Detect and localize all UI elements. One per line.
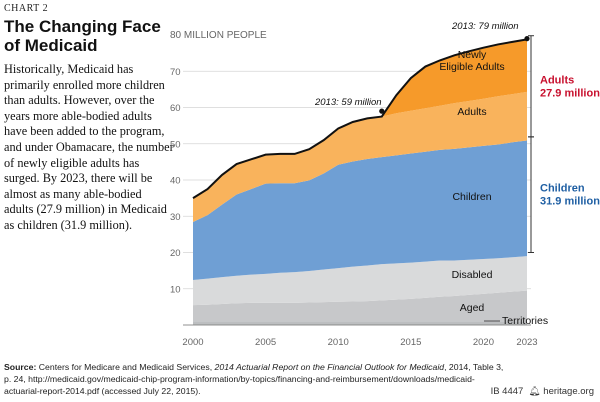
x-tick-label: 2020 <box>473 337 494 348</box>
annotation-dot <box>524 36 530 42</box>
newly-eligible-area <box>193 39 527 199</box>
y-tick-labels: 10 20 30 40 50 60 70 <box>170 67 181 296</box>
area-label: Newly Eligible Adults <box>439 49 504 73</box>
y-tick-label: 50 <box>170 139 181 150</box>
area-label: Disabled <box>452 269 493 281</box>
y-tick-label: 60 <box>170 103 181 114</box>
x-tick-label: 2000 <box>182 337 203 348</box>
source-text-a: Centers for Medicare and Medicaid Servic… <box>38 362 215 372</box>
area-label: Children <box>452 191 491 203</box>
area-label: Adults <box>457 106 486 118</box>
chart-description: Historically, Medicaid has primarily enr… <box>4 62 174 232</box>
adults-area <box>193 91 527 223</box>
source-text-b: , 2014, Table 3, p. 24, http://medicaid.… <box>4 362 504 396</box>
chart-label: CHART 2 <box>4 3 49 14</box>
bracket-label: Children <box>540 183 585 195</box>
chart-title: The Changing Face of Medicaid <box>4 17 161 55</box>
bracket-value: 31.9 million <box>540 196 600 208</box>
x-tick-labels: 2000 2005 2010 2015 2020 2023 <box>182 337 537 348</box>
annotation-2013-59: 2013: 59 million <box>314 97 382 108</box>
x-tick-label: 2015 <box>400 337 421 348</box>
y-unit-label: 80 MILLION PEOPLE <box>170 30 267 41</box>
aged-area <box>193 290 527 322</box>
y-tick-label: 70 <box>170 67 181 78</box>
site-name: heritage.org <box>543 386 594 397</box>
x-tick-label: 2023 <box>516 337 537 348</box>
source-label: Source: <box>4 362 37 372</box>
x-tick-label: 2005 <box>255 337 276 348</box>
source-report-title: 2014 Actuarial Report on the Financial O… <box>214 362 445 372</box>
y-tick-label: 10 <box>170 284 181 295</box>
annotation-dot <box>379 108 385 114</box>
y-tick-label: 20 <box>170 248 181 259</box>
x-tick-label: 2010 <box>328 337 349 348</box>
footer: IB 4447 🔔︎ heritage.org <box>491 386 594 397</box>
source-note: Source: Centers for Medicare and Medicai… <box>4 361 504 397</box>
total-line <box>192 38 528 199</box>
chart-areas <box>183 38 531 326</box>
territories-area <box>193 321 527 325</box>
y-tick-label: 40 <box>170 176 181 187</box>
bracket-value: 27.9 million <box>540 87 600 99</box>
area-label: Aged <box>460 302 485 314</box>
report-id: IB 4447 <box>490 386 524 397</box>
annotation-2023-79: 2013: 79 million <box>451 21 519 32</box>
bracket-label: Adults <box>540 74 574 86</box>
heritage-bell-icon: 🔔︎ <box>528 386 541 397</box>
annotations: 2013: 59 million 2013: 79 million <box>314 21 530 114</box>
y-tick-label: 30 <box>170 212 181 223</box>
area-label: Territories <box>502 315 548 327</box>
disabled-area <box>193 256 527 306</box>
area-labels: Newly Eligible Adults Adults Children Disabl… <box>439 49 548 327</box>
children-area <box>193 140 527 281</box>
